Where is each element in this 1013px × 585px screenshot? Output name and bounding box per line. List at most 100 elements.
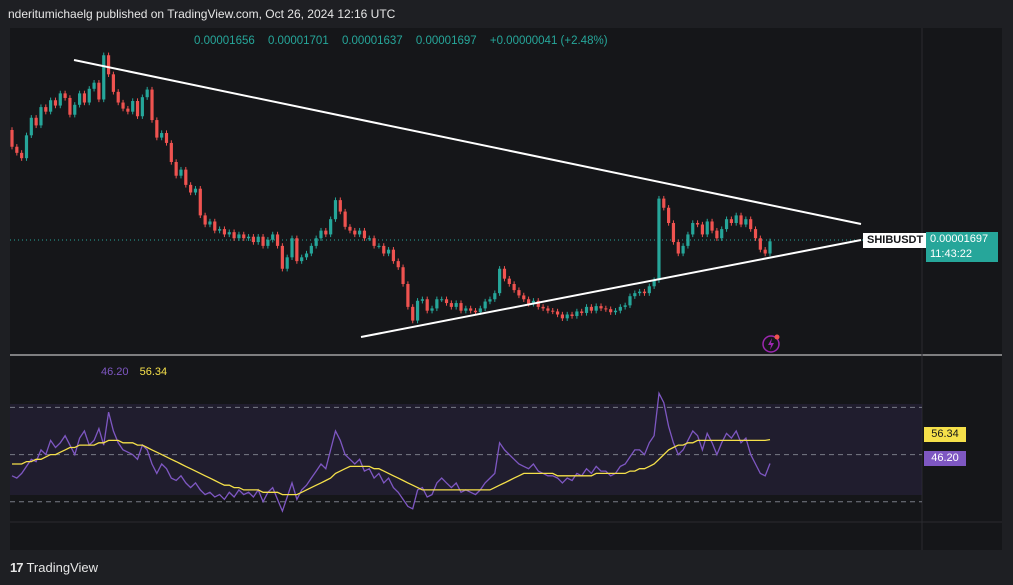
candle-body: [304, 253, 309, 258]
candle-body: [82, 93, 87, 103]
candle-body: [517, 290, 521, 296]
candle-body: [106, 55, 111, 75]
candle-body: [266, 239, 270, 246]
candle-body: [546, 308, 550, 311]
candle-body: [24, 135, 29, 159]
candle-body: [242, 234, 246, 239]
candle-body: [208, 221, 212, 225]
rsi-legend-value: 46.20: [101, 366, 129, 378]
candle-body: [329, 219, 333, 235]
rsi-legend: 46.20 56.34: [101, 366, 167, 378]
candle-body: [705, 221, 709, 235]
candle-body: [169, 142, 173, 162]
candle-body: [536, 300, 540, 307]
candle-body: [218, 229, 222, 231]
descending-trendline[interactable]: [73, 59, 862, 225]
candle-body: [493, 293, 497, 300]
candle-body: [768, 241, 772, 254]
candle-body: [237, 234, 241, 239]
candle-body: [92, 82, 96, 89]
candle-body: [444, 299, 449, 304]
candle-body: [425, 299, 429, 311]
price-tag[interactable]: 0.00001697 11:43:22: [926, 232, 998, 262]
candle-body: [300, 257, 304, 262]
candle-body: [638, 291, 642, 294]
candle-body: [430, 308, 434, 311]
symbol-tag[interactable]: SHIBUSDT: [863, 233, 928, 248]
candle-body: [338, 200, 342, 212]
candle-body: [589, 306, 593, 311]
candle-body: [135, 101, 140, 117]
candle-body: [555, 311, 560, 315]
candle-body: [526, 299, 531, 304]
candle-body: [565, 314, 569, 319]
candle-body: [391, 249, 396, 262]
candle-body: [102, 55, 106, 100]
tradingview-logo[interactable]: 17 TradingView: [10, 560, 98, 575]
candle-body: [710, 221, 714, 231]
candle-body: [584, 306, 589, 313]
candle-body: [729, 219, 733, 223]
candle-body: [367, 238, 371, 240]
candle-body: [420, 299, 424, 301]
candle-body: [203, 215, 207, 225]
logo-text: TradingView: [26, 560, 99, 575]
price-tag-countdown: 11:43:22: [930, 248, 973, 260]
candle-body: [502, 268, 507, 279]
candle-body: [483, 301, 487, 309]
candle-body: [507, 278, 511, 284]
candle-body: [478, 308, 482, 313]
candle-body: [657, 198, 661, 281]
candle-body: [744, 219, 748, 225]
candle-body: [227, 232, 231, 235]
candle-body: [77, 93, 82, 105]
candle-body: [415, 300, 420, 321]
candle-body: [618, 306, 622, 311]
candle-body: [454, 303, 458, 307]
candle-body: [174, 162, 178, 176]
candle-body: [261, 236, 265, 246]
rsi-ma-line: [12, 438, 771, 496]
candle-body: [386, 249, 391, 254]
candle-body: [753, 229, 758, 239]
candle-body: [695, 223, 700, 225]
candle-body: [488, 299, 492, 302]
candle-body: [691, 223, 695, 235]
candle-body: [189, 184, 193, 193]
candle-body: [700, 224, 705, 235]
candle-body: [362, 230, 367, 239]
candle-body: [39, 107, 43, 126]
candle-body: [280, 245, 284, 269]
candle-body: [10, 129, 14, 147]
candle-body: [473, 310, 478, 313]
candle-body: [271, 234, 275, 240]
candle-body: [155, 120, 159, 138]
candle-body: [652, 280, 656, 287]
candle-body: [290, 238, 294, 258]
candle-body: [382, 245, 386, 254]
candle-body: [333, 200, 338, 220]
candle-body: [372, 238, 376, 246]
candle-body: [599, 306, 603, 309]
candle-body: [758, 238, 762, 250]
candle-body: [498, 268, 502, 294]
candle-body: [343, 211, 347, 227]
candle-body: [531, 300, 536, 304]
candle-body: [575, 311, 579, 317]
candle-body: [164, 133, 169, 143]
ohlc-high: 0.00001701: [267, 35, 329, 47]
ascending-trendline[interactable]: [360, 239, 862, 338]
candle-body: [396, 261, 400, 268]
candle-body: [580, 311, 584, 313]
candle-body: [720, 229, 724, 239]
candle-body: [662, 198, 666, 208]
flash-icon[interactable]: [761, 333, 781, 353]
candle-body: [406, 284, 410, 307]
candle-body: [449, 303, 453, 307]
candle-body: [140, 97, 144, 117]
candle-body: [551, 310, 555, 312]
candle-body: [275, 234, 280, 246]
candle-body: [29, 117, 33, 136]
candle-body: [411, 306, 415, 321]
